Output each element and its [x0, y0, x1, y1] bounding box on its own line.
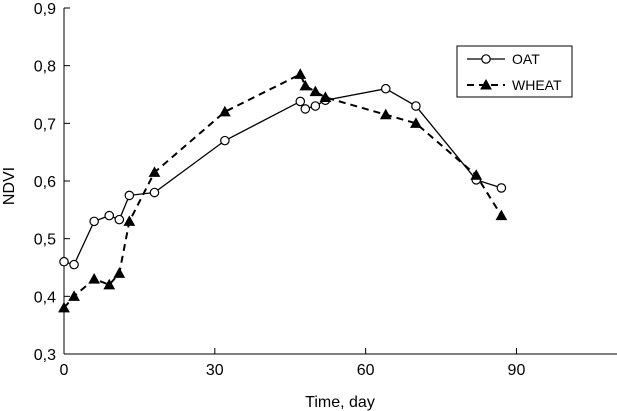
- y-tick-label: 0,9: [34, 1, 56, 18]
- x-tick-label: 90: [508, 362, 526, 379]
- data-point-wheat: [470, 169, 483, 180]
- data-point-oat: [380, 83, 391, 94]
- data-point-oat: [411, 101, 421, 111]
- y-tick-label: 0,3: [34, 347, 56, 364]
- y-tick-label: 0,5: [34, 232, 56, 249]
- data-point-wheat: [103, 278, 116, 290]
- y-tick-label: 0,4: [34, 289, 56, 306]
- axis-ticks: 0,3 0,4 0,5 0,6 0,7 0,8 0,9 0 30 60 90: [34, 1, 526, 379]
- data-point-oat: [149, 187, 160, 198]
- x-tick-label: 30: [206, 362, 224, 379]
- data-point-oat: [69, 259, 79, 270]
- y-tick-label: 0,6: [34, 174, 56, 191]
- data-point-oat: [300, 104, 311, 114]
- data-point-oat: [89, 216, 99, 227]
- legend-marker-oat: [481, 54, 491, 64]
- data-point-oat: [220, 135, 230, 146]
- x-tick-label: 0: [60, 362, 69, 379]
- data-point-wheat: [218, 105, 231, 117]
- data-point-oat: [496, 183, 507, 193]
- data-point-wheat: [88, 273, 101, 284]
- data-point-oat: [59, 256, 69, 267]
- data-point-oat: [114, 214, 125, 225]
- series-layer: [58, 68, 508, 313]
- data-point-wheat: [379, 108, 392, 120]
- data-point-oat: [104, 210, 115, 221]
- data-point-wheat: [113, 267, 126, 278]
- data-point-oat: [124, 190, 135, 201]
- series-line-oat: [63, 88, 502, 266]
- legend-label-wheat: WHEAT: [512, 77, 562, 93]
- legend-marker-wheat: [480, 78, 492, 90]
- legend: OAT WHEAT: [456, 45, 573, 98]
- data-point-wheat: [123, 215, 136, 226]
- legend-label-oat: OAT: [512, 51, 540, 67]
- data-point-wheat: [299, 79, 312, 91]
- y-axis-label: NDVI: [1, 167, 18, 205]
- data-point-oat: [310, 101, 321, 111]
- data-point-oat: [295, 96, 306, 107]
- x-tick-label: 60: [357, 362, 375, 379]
- data-point-wheat: [148, 166, 161, 177]
- data-point-wheat: [294, 68, 307, 79]
- y-tick-label: 0,8: [34, 59, 56, 76]
- data-point-wheat: [68, 290, 80, 301]
- x-axis-label: Time, day: [305, 394, 375, 411]
- data-point-wheat: [309, 85, 322, 97]
- data-point-wheat: [319, 91, 332, 102]
- series-wheat: [58, 68, 508, 313]
- series-oat: [59, 83, 507, 270]
- data-point-wheat: [495, 209, 508, 221]
- data-point-wheat: [410, 117, 422, 128]
- series-line-wheat: [63, 72, 503, 309]
- legend-box: [456, 45, 573, 98]
- y-tick-label: 0,7: [34, 116, 56, 133]
- data-point-wheat: [58, 301, 70, 313]
